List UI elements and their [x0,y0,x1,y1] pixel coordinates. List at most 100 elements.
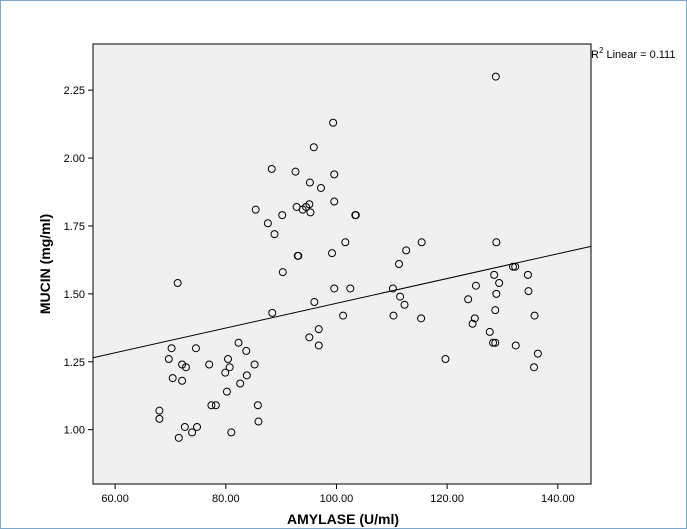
data-point [155,414,164,423]
data-point [309,143,318,152]
data-point [346,284,355,293]
data-point [205,360,214,369]
data-point [294,251,303,260]
data-point [524,287,533,296]
data-point [495,279,504,288]
data-point [263,219,272,228]
data-point [470,314,479,323]
data-point [330,197,339,206]
data-point [250,360,259,369]
data-point [234,338,243,347]
data-point [511,262,520,271]
data-point [221,368,230,377]
data-point [164,355,173,364]
data-point [530,311,539,320]
data-point [268,308,277,317]
data-point [491,72,500,81]
data-point [168,374,177,383]
data-point [305,178,314,187]
data-point [441,355,450,364]
data-point [191,344,200,353]
data-point [492,238,501,247]
data-point [224,355,233,364]
data-point [351,211,360,220]
data-points [155,72,542,442]
data-point [306,208,315,217]
y-tick-label: 1.25 [64,357,85,369]
y-tick-label: 2.00 [64,153,85,165]
data-point [270,230,279,239]
x-tick-label: 60.00 [101,493,129,505]
data-point [254,417,263,426]
data-point [530,363,539,372]
x-tick-label: 100.00 [320,493,354,505]
data-point [251,205,260,214]
data-point [490,270,499,279]
data-point [278,211,287,220]
data-point [222,387,231,396]
data-point [178,376,187,385]
data-point [464,295,473,304]
y-tick-label: 1.75 [64,221,85,233]
data-point [417,238,426,247]
data-point [491,338,500,347]
data-point [339,311,348,320]
data-point [394,260,403,268]
fit-line [92,245,592,359]
data-point [193,422,202,431]
data-point [211,401,220,410]
data-point [389,311,398,320]
data-point [180,422,189,431]
data-point [417,314,426,323]
y-tick-label: 1.50 [64,289,85,301]
data-point [471,281,480,290]
data-point [330,284,339,293]
axis-ticks: 60.00 80.00 100.00 120.00 140.00 1.00 1.25 1.50… [64,85,575,505]
data-point [155,406,164,415]
x-tick-label: 80.00 [212,493,240,505]
plot-area [92,43,592,485]
data-point [227,428,236,437]
data-point [468,319,477,328]
data-point [329,118,338,127]
data-point [491,306,500,315]
x-axis-title: AMYLASE (U/ml) [287,511,399,527]
data-point [314,341,323,350]
data-point [305,333,314,342]
data-point [242,346,251,355]
data-point [316,183,325,192]
data-point [181,363,190,372]
data-point [236,379,245,388]
data-point [305,200,314,209]
data-point [328,249,337,258]
x-tick-label: 120.00 [430,493,464,505]
y-axis-title: MUCIN (mg/ml) [37,214,53,314]
data-point [523,270,532,279]
y-tick-label: 2.25 [64,85,85,97]
data-point [388,284,397,293]
data-point [278,268,287,277]
data-point [492,289,501,298]
y-tick-label: 1.00 [64,425,85,437]
data-point [330,170,339,179]
x-tick-label: 140.00 [541,493,575,505]
data-point [508,262,517,271]
data-point [400,300,409,309]
data-point [310,298,319,307]
data-point [533,349,542,358]
data-point [485,327,494,336]
data-point [253,401,262,410]
data-point [207,401,216,410]
data-point [242,371,251,380]
data-point [489,338,498,347]
data-point [173,279,182,288]
data-point [511,341,520,350]
data-point [341,238,350,247]
data-point [225,363,234,372]
data-point [314,325,323,334]
data-point [396,292,405,301]
data-point [167,344,176,353]
fit-line-label: R2 Linear = 0.111 [591,46,675,61]
data-point [174,433,183,442]
